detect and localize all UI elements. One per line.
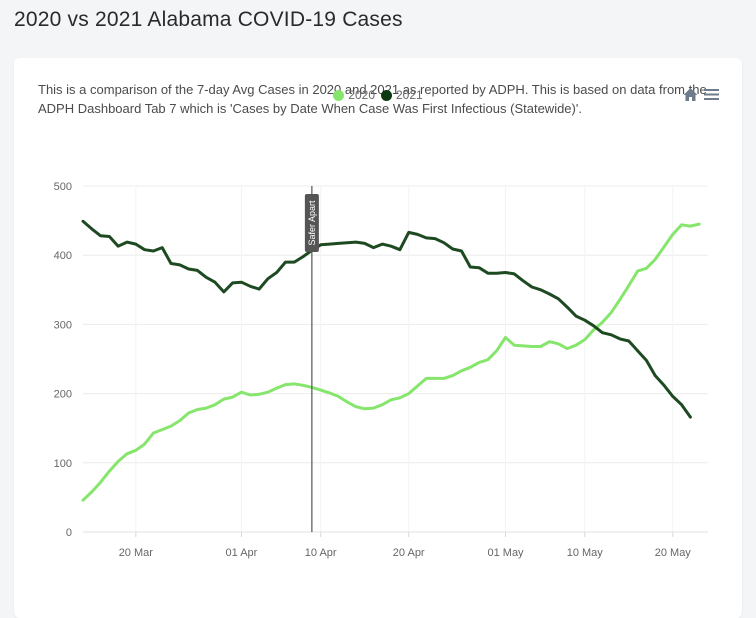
- line-chart: 0 100 200 300 400 500 20 Mar 01 Apr 10 Apr 20 Apr…: [54, 181, 708, 559]
- page-title: 2020 vs 2021 Alabama COVID-19 Cases: [14, 8, 403, 31]
- legend-marker-2021: [381, 89, 392, 101]
- legend-label-2020: 2020: [348, 88, 375, 102]
- legend-item-2021[interactable]: 2021: [381, 88, 423, 102]
- chart-description: This is a comparison of the 7-day Avg Ca…: [38, 82, 707, 116]
- chart-legend: 2020 2021: [0, 88, 756, 102]
- x-tick-label: 10 May: [567, 547, 604, 559]
- x-tick-label: 20 Mar: [119, 547, 154, 559]
- chart-toolbar: [682, 86, 720, 103]
- legend-label-2021: 2021: [396, 88, 423, 102]
- x-tick-label: 20 Apr: [393, 547, 425, 559]
- hamburger-menu-icon[interactable]: [703, 86, 720, 103]
- y-tick-label: 500: [54, 181, 72, 193]
- annotation-label-box: [304, 194, 319, 252]
- y-tick-label: 400: [54, 250, 72, 262]
- legend-item-2020[interactable]: 2020: [333, 88, 375, 102]
- x-tick-label: 10 Apr: [305, 547, 337, 559]
- y-tick-label: 200: [54, 389, 72, 401]
- annotation-label: Safer Apart: [307, 200, 317, 246]
- x-tick-label: 01 May: [487, 547, 524, 559]
- y-tick-label: 0: [66, 527, 72, 539]
- y-tick-label: 100: [54, 458, 72, 470]
- series-line-2021: [81, 219, 692, 419]
- y-tick-label: 300: [54, 319, 72, 331]
- home-icon[interactable]: [682, 86, 699, 103]
- x-tick-label: 20 May: [655, 547, 692, 559]
- x-tick-label: 01 Apr: [226, 547, 258, 559]
- legend-marker-2020: [333, 89, 345, 101]
